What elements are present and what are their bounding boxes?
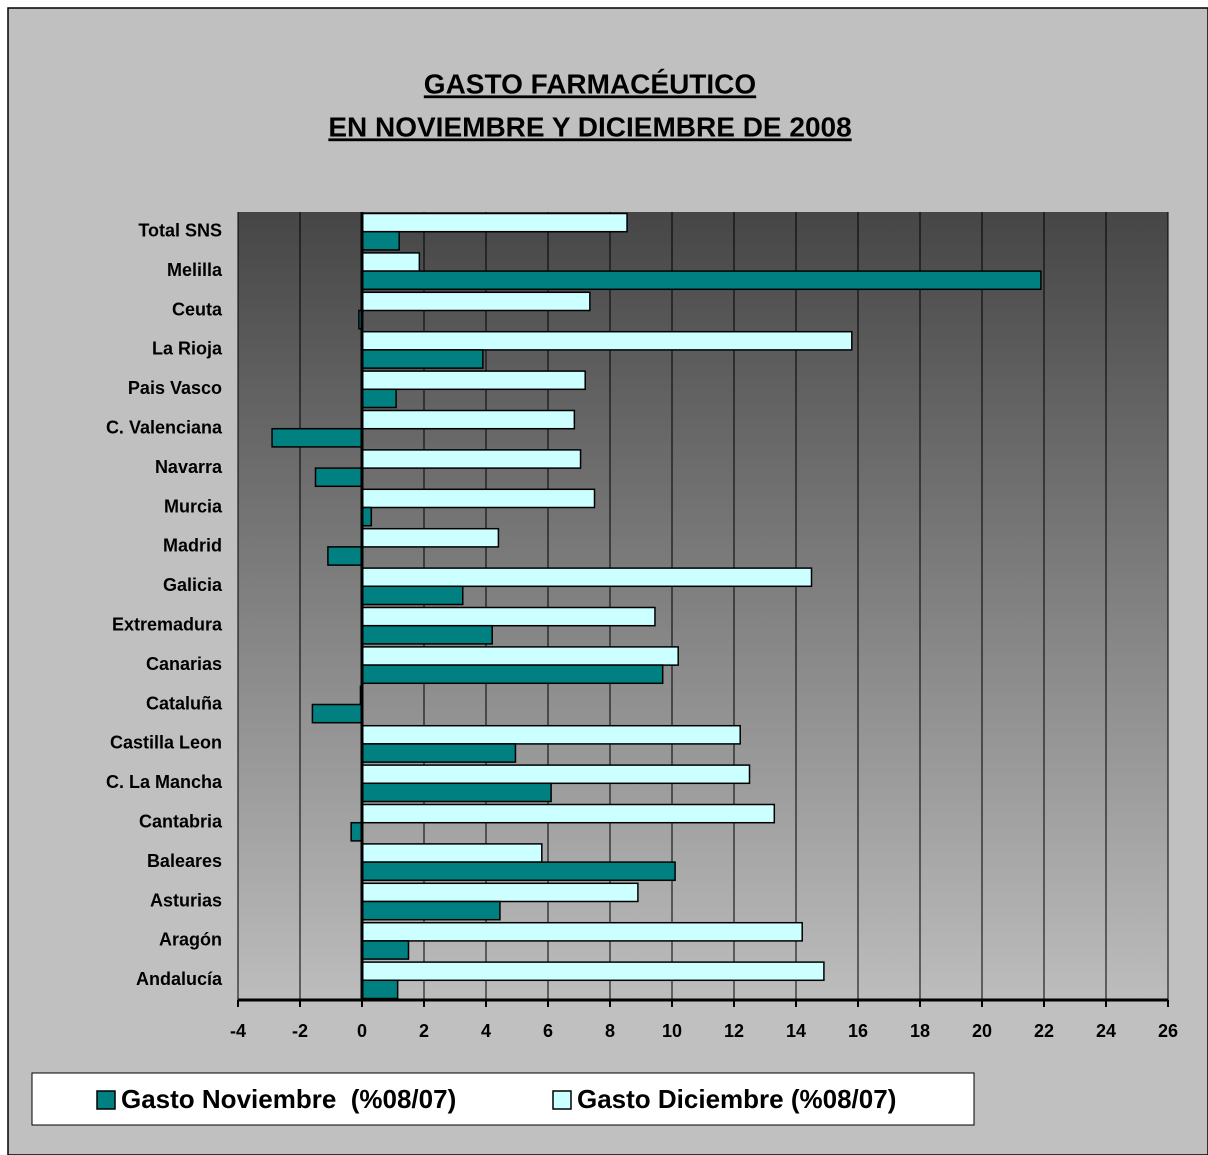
y-tick-label: Castilla Leon xyxy=(110,733,222,753)
y-tick-label: Andalucía xyxy=(136,969,223,989)
bar xyxy=(361,585,464,606)
x-tick-label: 8 xyxy=(605,1021,615,1041)
bar xyxy=(361,488,596,509)
bar xyxy=(314,467,363,488)
y-tick-label: Ceuta xyxy=(172,299,223,319)
y-tick-label: La Rioja xyxy=(152,339,223,359)
x-tick-label: 2 xyxy=(419,1021,429,1041)
y-tick-label: Cataluña xyxy=(146,693,223,713)
x-tick-label: 14 xyxy=(786,1021,806,1041)
x-tick-label: 20 xyxy=(972,1021,992,1041)
bar xyxy=(361,940,410,960)
legend-swatch xyxy=(96,1090,116,1110)
y-tick-label: Extremadura xyxy=(112,614,223,634)
y-tick-label: Aragón xyxy=(159,930,222,950)
bar xyxy=(361,764,751,785)
x-tick-label: 12 xyxy=(724,1021,744,1041)
bar xyxy=(361,252,421,272)
chart-title: GASTO FARMACÉUTICO xyxy=(424,68,756,99)
y-tick-label: Cantabria xyxy=(139,811,223,831)
legend-swatch xyxy=(552,1090,572,1110)
y-tick-label: Madrid xyxy=(163,536,222,556)
bar xyxy=(361,527,500,548)
x-tick-label: 18 xyxy=(910,1021,930,1041)
bar xyxy=(327,546,363,566)
bar xyxy=(361,291,591,312)
bar xyxy=(361,646,679,666)
y-tick-label: Canarias xyxy=(146,654,222,674)
y-tick-label: Melilla xyxy=(167,260,223,280)
y-tick-label: Navarra xyxy=(155,457,223,477)
bar xyxy=(361,743,517,763)
y-tick-label: Murcia xyxy=(164,496,223,516)
bar xyxy=(361,921,803,942)
x-tick-label: -2 xyxy=(292,1021,308,1041)
x-tick-label: 6 xyxy=(543,1021,553,1041)
bar xyxy=(361,843,543,863)
y-tick-label: Galicia xyxy=(163,575,223,595)
bar xyxy=(361,270,1042,291)
bar xyxy=(361,882,639,903)
bar xyxy=(361,624,493,645)
bar xyxy=(361,409,576,430)
bar xyxy=(350,821,363,842)
x-tick-label: 0 xyxy=(357,1021,367,1041)
bar xyxy=(361,900,501,921)
chart-subtitle: EN NOVIEMBRE Y DICIEMBRE DE 2008 xyxy=(328,111,851,142)
legend-label: Gasto Noviembre (%08/07) xyxy=(121,1084,456,1114)
bar xyxy=(361,230,400,251)
bar xyxy=(361,979,399,1000)
bar xyxy=(271,427,363,448)
y-tick-label: C. La Mancha xyxy=(106,772,223,792)
legend-label: Gasto Diciembre (%08/07) xyxy=(577,1084,896,1114)
x-tick-label: 26 xyxy=(1158,1021,1178,1041)
bar xyxy=(361,449,582,469)
bar xyxy=(361,388,397,409)
bar xyxy=(361,664,664,685)
bar xyxy=(361,782,552,803)
bar xyxy=(361,370,586,391)
legend xyxy=(31,1072,975,1126)
bar xyxy=(361,349,484,369)
x-tick-label: 22 xyxy=(1034,1021,1054,1041)
bar xyxy=(361,861,676,882)
bar xyxy=(361,567,813,588)
y-tick-label: Total SNS xyxy=(138,220,222,240)
y-tick-label: Baleares xyxy=(147,851,222,871)
plot-area xyxy=(238,212,1168,1000)
bar xyxy=(361,961,825,982)
bar xyxy=(361,606,656,627)
y-tick-label: C. Valenciana xyxy=(106,417,223,437)
y-tick-label: Asturias xyxy=(150,890,222,910)
bar xyxy=(361,724,741,745)
x-tick-label: 24 xyxy=(1096,1021,1116,1041)
x-tick-label: -4 xyxy=(230,1021,246,1041)
x-tick-label: 4 xyxy=(481,1021,491,1041)
bar xyxy=(311,703,363,724)
bar xyxy=(361,330,853,351)
y-tick-label: Pais Vasco xyxy=(128,378,222,398)
bar xyxy=(361,803,776,824)
bar xyxy=(361,212,628,233)
x-tick-label: 10 xyxy=(662,1021,682,1041)
x-tick-label: 16 xyxy=(848,1021,868,1041)
